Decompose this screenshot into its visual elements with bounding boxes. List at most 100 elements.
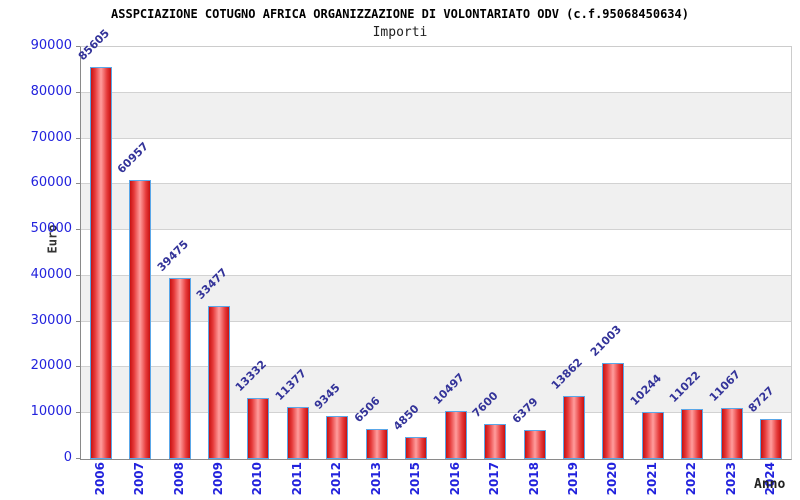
bar bbox=[365, 429, 388, 459]
bar-value-label: 11377 bbox=[272, 366, 309, 403]
bar bbox=[641, 412, 664, 459]
x-tick-label: 2012 bbox=[329, 462, 344, 496]
x-axis-label: Anno bbox=[754, 477, 786, 492]
bar-slot: 7600 bbox=[470, 47, 514, 459]
gridline bbox=[81, 183, 791, 185]
y-tick-mark bbox=[76, 91, 80, 93]
x-tick-label: 2022 bbox=[684, 462, 699, 496]
bar-slot: 6506 bbox=[352, 47, 396, 459]
bar bbox=[681, 408, 704, 459]
bar-slot: 60957 bbox=[115, 47, 159, 459]
bar-value-label: 6506 bbox=[351, 394, 383, 426]
plot-band bbox=[81, 47, 791, 93]
bar bbox=[405, 436, 428, 459]
plot-band bbox=[81, 413, 791, 459]
gridline bbox=[81, 137, 791, 139]
bar bbox=[326, 416, 349, 459]
y-tick-label: 40000 bbox=[30, 266, 72, 282]
bar-slot: 85605 bbox=[76, 27, 120, 459]
plot-band bbox=[81, 230, 791, 276]
bar bbox=[444, 410, 467, 459]
x-tick-label: 2011 bbox=[289, 462, 304, 496]
y-tick-label: 70000 bbox=[30, 129, 72, 145]
bar bbox=[760, 419, 783, 459]
plot-band bbox=[81, 367, 791, 414]
bar-slot: 33477 bbox=[194, 47, 238, 459]
bar bbox=[247, 397, 270, 459]
bar-slot: 11022 bbox=[667, 47, 712, 459]
bar-value-label: 6379 bbox=[509, 394, 541, 426]
x-tick-label: 2013 bbox=[368, 462, 383, 496]
bar-value-label: 11022 bbox=[667, 368, 704, 405]
y-tick-mark bbox=[76, 320, 80, 322]
x-tick-label: 2016 bbox=[447, 462, 462, 496]
plot-area: 85605 60957 39475 33477 13332 11377 9345 6506 48… bbox=[76, 27, 792, 460]
bar-value-label: 60957 bbox=[114, 139, 152, 176]
gridline bbox=[81, 412, 791, 414]
bar-slot: 4850 bbox=[391, 47, 436, 459]
gridline bbox=[81, 274, 791, 276]
y-tick-label: 80000 bbox=[30, 83, 72, 99]
y-tick-mark bbox=[76, 46, 80, 47]
bar-value-label: 9345 bbox=[312, 381, 343, 413]
bar bbox=[523, 429, 546, 459]
bar-value-label: 11067 bbox=[706, 368, 743, 405]
bar-value-label: 7600 bbox=[469, 389, 501, 421]
plot-band bbox=[81, 321, 791, 368]
bar bbox=[562, 395, 585, 459]
bar-value-label: 13332 bbox=[233, 357, 270, 394]
y-tick-label: 50000 bbox=[30, 221, 72, 237]
plot-band bbox=[81, 275, 791, 322]
plot-band bbox=[81, 184, 791, 231]
gridline bbox=[81, 320, 791, 322]
y-tick-label: 60000 bbox=[30, 175, 72, 191]
bar-slot: 8727 bbox=[746, 47, 790, 459]
x-tick-label: 2020 bbox=[605, 462, 620, 496]
x-tick-label: 2006 bbox=[92, 462, 107, 496]
bar bbox=[89, 67, 112, 459]
x-tick-label: 2009 bbox=[211, 462, 226, 496]
bar-slot: 13862 bbox=[549, 47, 593, 459]
bar-value-label: 10244 bbox=[627, 371, 664, 409]
x-tick-label: 2010 bbox=[250, 462, 265, 496]
bar-slot: 11067 bbox=[707, 47, 751, 459]
bar-slot: 11377 bbox=[273, 47, 317, 459]
x-tick-label: 2008 bbox=[171, 462, 186, 496]
y-tick-mark bbox=[76, 366, 80, 368]
gridline bbox=[81, 91, 791, 93]
bar bbox=[286, 406, 309, 459]
bar bbox=[484, 424, 507, 459]
y-tick-mark bbox=[76, 412, 80, 414]
bar bbox=[168, 278, 191, 459]
gridline bbox=[81, 229, 791, 231]
x-tick-label: 2019 bbox=[565, 462, 580, 496]
y-tick-mark bbox=[76, 229, 80, 231]
bar-slot: 9345 bbox=[312, 47, 357, 459]
plot-band bbox=[81, 92, 791, 139]
y-tick-label: 10000 bbox=[30, 404, 72, 420]
chart-subtitle: Importi bbox=[372, 25, 428, 40]
bar bbox=[129, 179, 152, 459]
y-tick-mark bbox=[76, 183, 80, 185]
bar-slot: 39475 bbox=[154, 47, 199, 459]
chart-title: ASSPCIAZIONE COTUGNO AFRICA ORGANIZZAZIO… bbox=[111, 7, 689, 21]
bar-value-label: 4850 bbox=[391, 401, 422, 433]
y-tick-label: 30000 bbox=[30, 312, 72, 328]
y-tick-label: 20000 bbox=[30, 358, 72, 374]
bar-slot: 6379 bbox=[509, 47, 554, 459]
y-tick-label: 0 bbox=[63, 450, 72, 465]
x-tick-label: 2007 bbox=[132, 462, 147, 496]
x-tick-label: 2023 bbox=[723, 462, 738, 496]
bar-value-label: 10497 bbox=[430, 370, 467, 407]
bar-value-label: 8727 bbox=[745, 384, 777, 416]
bar-slot: 10497 bbox=[430, 47, 475, 459]
x-tick-label: 2018 bbox=[526, 462, 541, 496]
bar-slot: 10244 bbox=[628, 47, 672, 459]
x-tick-label: 2021 bbox=[644, 462, 659, 496]
bar-slot: 21003 bbox=[588, 47, 633, 459]
y-tick-mark bbox=[76, 274, 80, 276]
gridline bbox=[81, 366, 791, 368]
bar-slot: 13332 bbox=[233, 47, 278, 459]
x-tick-label: 2017 bbox=[487, 462, 502, 496]
